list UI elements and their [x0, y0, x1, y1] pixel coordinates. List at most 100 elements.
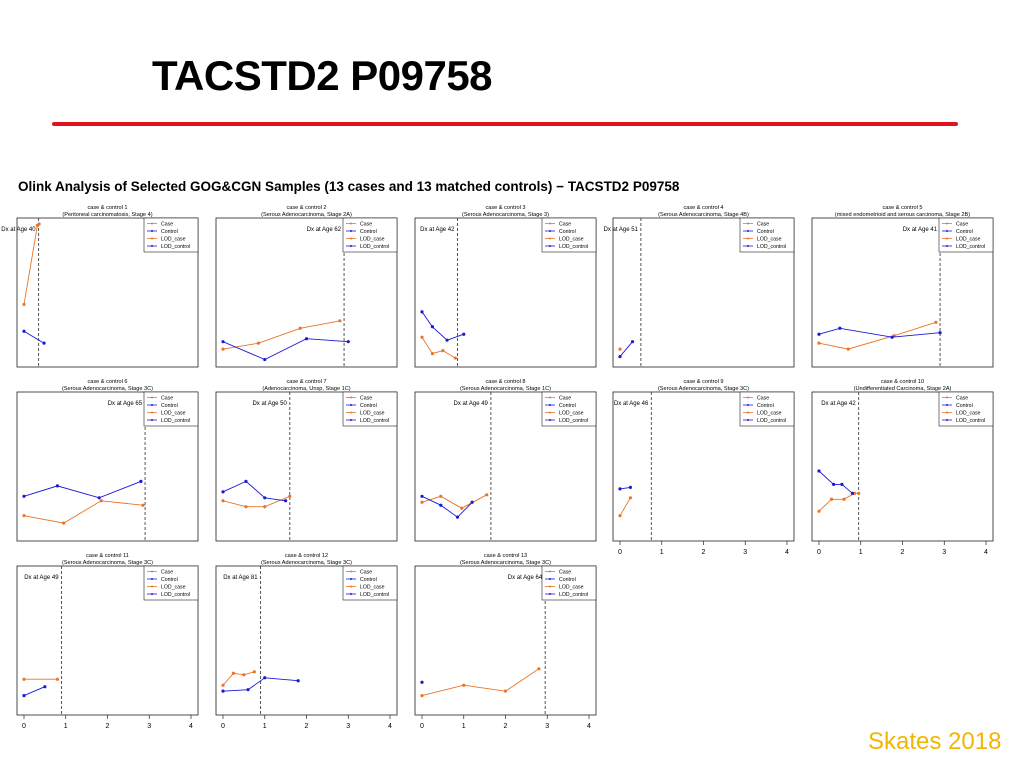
panel-1-legend-marker-1	[151, 222, 153, 225]
panel-9-control-point-2	[628, 485, 633, 489]
panel-7-control-point-2	[244, 479, 248, 483]
panel-8-case-point-2	[439, 494, 443, 498]
panel-11-control-point-2	[43, 685, 47, 689]
panel-4-legend-marker-1	[747, 222, 749, 225]
panel-6-case-point-1	[22, 514, 26, 518]
panel-6-control-point-1	[22, 494, 26, 498]
panel-8-frame	[414, 391, 597, 542]
panel-7-control-line	[222, 480, 286, 502]
panel-3-control-point-4	[462, 332, 466, 336]
panel-6-case-point-2	[62, 521, 66, 525]
panel-8-control-point-1	[420, 494, 424, 498]
panel-12-title: case & control 12	[285, 553, 328, 559]
panel-4-legend-marker-4	[747, 245, 749, 247]
panel-9-case-point-2	[628, 496, 633, 500]
panel-4: case & control 4(Serous Adenocarcinoma, …	[604, 205, 795, 368]
panel-6-legend-marker-2	[151, 404, 153, 406]
panel-11-title: case & control 11	[86, 553, 129, 559]
panel-6-control-point-3	[97, 496, 101, 500]
panel-9-legend-marker-4	[747, 419, 749, 421]
panel-7-case-line	[222, 495, 290, 508]
panel-10-legend-label-4: LOD_control	[956, 418, 985, 424]
panel-13-legend-marker-2	[549, 578, 551, 580]
panel-7: case & control 7(Adenocarcinoma, Unsp, S…	[215, 379, 398, 542]
panel-10-xtick-label-4: 3	[942, 549, 946, 556]
panel-8-dx-label: Dx at Age 49	[454, 401, 489, 407]
panel-7-legend-marker-3	[350, 411, 352, 414]
panel-8-control-point-3	[455, 515, 460, 519]
panel-5: case & control 5(mixed endometrioid and …	[811, 205, 994, 368]
panel-3-control-point-1	[420, 310, 424, 314]
panel-4-legend-label-3: LOD_case	[757, 237, 782, 243]
panel-9-control-point-1	[618, 487, 622, 491]
panel-4-legend-label-2: Control	[757, 229, 774, 235]
panel-5-legend-marker-3	[946, 237, 948, 240]
panel-2: case & control 2(Serous Adenocarcinoma, …	[215, 205, 398, 368]
panel-9-xtick-label-4: 3	[743, 549, 747, 556]
panel-11-legend-marker-1	[151, 570, 153, 573]
panel-13-legend-marker-1	[549, 570, 551, 573]
panel-7-frame	[215, 391, 398, 542]
panel-13-control-point-1	[420, 680, 424, 684]
panel-7-control-point-3	[263, 496, 267, 500]
panel-5-legend-marker-2	[946, 230, 948, 232]
panel-3-legend-marker-2	[549, 230, 551, 232]
panel-10-case-point-1	[817, 509, 821, 513]
panel-7-control-point-1	[221, 490, 225, 494]
panel-2-control-point-1	[221, 340, 225, 344]
panel-3-case-point-2	[430, 351, 435, 356]
panel-6-control-point-4	[139, 479, 143, 483]
panel-1-legend-label-3: LOD_case	[161, 237, 186, 243]
panel-3-frame	[414, 217, 597, 368]
panel-7-legend-label-4: LOD_control	[360, 418, 389, 424]
panel-8-subtitle: (Serous Adenocarcinoma, Stage 1C)	[460, 386, 551, 392]
panel-3-control-line	[421, 311, 464, 341]
panel-11-legend-marker-3	[151, 585, 153, 588]
panel-6-control-point-2	[55, 484, 60, 488]
panel-6: case & control 6(Serous Adenocarcinoma, …	[16, 379, 199, 542]
panel-2-legend-marker-2	[350, 230, 352, 232]
panel-8-legend-marker-3	[549, 411, 551, 414]
panel-2-legend-marker-3	[350, 237, 352, 240]
panel-11-legend-label-1: Case	[161, 570, 173, 576]
panel-7-legend-marker-2	[350, 404, 352, 406]
panel-7-control-point-4	[284, 499, 288, 503]
panel-11-xtick-label-4: 3	[147, 723, 151, 730]
panel-1-control-point-1	[22, 329, 26, 333]
panel-13-case-line	[421, 668, 540, 697]
panel-11-case-point-2	[55, 677, 60, 681]
panel-1-case-line	[23, 223, 40, 305]
panel-2-case-point-4	[338, 319, 342, 323]
panel-5-case-point-4	[934, 320, 938, 324]
panel-11-legend-label-3: LOD_case	[161, 585, 186, 591]
panel-1-legend-label-4: LOD_control	[161, 244, 190, 250]
panel-7-case-point-3	[263, 505, 267, 509]
panel-2-legend-marker-4	[350, 245, 352, 247]
panel-1-control-line	[23, 330, 45, 344]
panel-11-legend-marker-4	[151, 593, 153, 595]
panel-12-legend-marker-3	[350, 585, 352, 588]
panel-10-legend-marker-4	[946, 419, 948, 421]
panel-11-xtick-label-5: 4	[189, 723, 193, 730]
panel-12-case-line	[222, 671, 255, 686]
panel-8-legend-label-2: Control	[559, 403, 576, 409]
panel-10-control-line	[818, 470, 853, 494]
panel-12-case-point-2	[231, 671, 236, 675]
panel-12-control-point-2	[246, 688, 250, 692]
panel-12-legend-label-3: LOD_case	[360, 585, 385, 591]
panel-8-control-line	[421, 495, 473, 518]
panel-1-frame	[16, 217, 199, 368]
panel-3-title: case & control 3	[485, 205, 525, 211]
panel-6-legend-label-1: Case	[161, 396, 173, 402]
panel-11-xtick-label-3: 2	[106, 723, 110, 730]
panel-12-xtick-label-4: 3	[346, 723, 350, 730]
panel-13-legend-label-2: Control	[559, 577, 576, 583]
panel-12-legend-label-4: LOD_control	[360, 592, 389, 598]
panel-1-control-point-2	[42, 341, 46, 345]
panel-2-control-point-3	[304, 337, 309, 341]
panel-10-dx-label: Dx at Age 42	[821, 401, 856, 407]
panel-6-legend-marker-4	[151, 419, 153, 421]
panel-13-dx-label: Dx at Age 64	[508, 575, 543, 581]
panel-11: case & control 11(Serous Adenocarcinoma,…	[16, 553, 199, 730]
